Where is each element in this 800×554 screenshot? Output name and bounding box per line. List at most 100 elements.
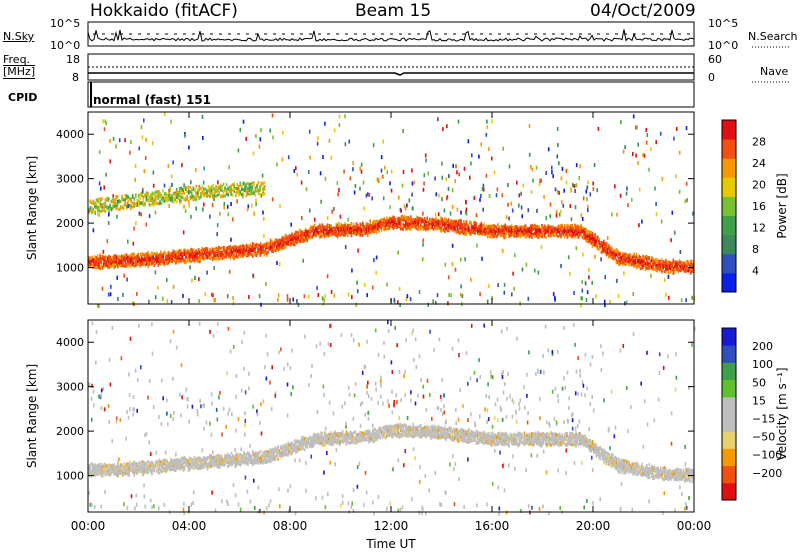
power-cell (380, 227, 383, 231)
power-cell (329, 232, 331, 236)
power-cell (420, 222, 422, 226)
power-cell (127, 260, 129, 264)
power-cell (229, 254, 231, 258)
power-cell (478, 232, 480, 236)
power-cell (359, 225, 361, 229)
power-cell (192, 248, 195, 252)
power-cell (490, 229, 493, 233)
power-cell (186, 248, 189, 252)
power-cell (446, 196, 448, 201)
power-cell (94, 259, 96, 263)
power-cell (336, 223, 339, 227)
power-cell (305, 230, 307, 234)
power-cell (374, 225, 377, 228)
power-cell (252, 273, 254, 278)
power-cell (277, 293, 280, 298)
power-cell (495, 234, 498, 238)
power-cell (315, 230, 317, 234)
power-cell (310, 235, 312, 239)
power-cell (261, 248, 263, 252)
power-cell (202, 256, 205, 260)
power-cell (197, 258, 200, 262)
power-cell (253, 252, 255, 256)
power-cell (680, 269, 682, 273)
power-cell (278, 246, 281, 250)
power-cell (664, 278, 666, 283)
power-cell (364, 224, 367, 228)
power-cell (253, 243, 255, 247)
power-cell (411, 192, 413, 197)
power-cell (488, 147, 490, 152)
power-cell (279, 238, 282, 242)
power-cell (481, 226, 484, 230)
power-cell (322, 155, 324, 159)
power-cell (393, 225, 396, 228)
power-cell (480, 227, 483, 230)
power-cell (240, 245, 243, 248)
power-cell (244, 246, 247, 249)
power-cell (331, 227, 334, 231)
power-cell (198, 277, 200, 282)
power-cell (196, 259, 199, 263)
power-cell (441, 219, 444, 223)
power-cell (157, 260, 159, 264)
power-cell (129, 150, 131, 155)
power-cell (632, 292, 634, 297)
power-cell (152, 170, 155, 175)
power-cell (337, 192, 339, 197)
power-cell (118, 261, 120, 264)
power-cell (196, 252, 199, 256)
power-cell (432, 299, 434, 304)
power-cell (213, 256, 215, 260)
power-cell (173, 255, 176, 259)
power-cell (230, 202, 232, 206)
power-cell (404, 227, 407, 231)
power-cell (228, 165, 230, 170)
power-cell (236, 199, 238, 204)
power-cell (199, 252, 201, 256)
power-cell (353, 222, 355, 226)
power-cell (501, 248, 504, 253)
power-cell (94, 201, 96, 205)
power-cell (518, 203, 520, 208)
power-cell (291, 241, 293, 245)
power-cell (141, 257, 143, 261)
power-cell (411, 218, 413, 222)
power-cell (205, 253, 207, 257)
power-cell (147, 258, 149, 262)
power-cell (182, 251, 185, 255)
power-cell (122, 262, 124, 266)
power-cell (450, 221, 452, 225)
power-cell (444, 221, 446, 225)
power-cell (416, 222, 418, 226)
power-cell (365, 224, 368, 228)
power-cell (141, 135, 144, 140)
power-cell (650, 273, 652, 278)
power-cell (99, 254, 101, 258)
power-cell (501, 193, 504, 198)
power-cell (329, 233, 331, 237)
power-cell (330, 155, 333, 160)
power-cell (476, 228, 479, 232)
power-cell (250, 244, 253, 248)
power-cell (176, 253, 178, 257)
power-cell (554, 187, 557, 192)
power-cell (422, 227, 425, 231)
power-cell (287, 240, 290, 244)
power-cell (262, 210, 264, 215)
power-cell (572, 183, 574, 187)
power-cell (332, 230, 335, 233)
power-cell (189, 253, 191, 257)
power-cell (483, 224, 485, 228)
power-cell (535, 165, 538, 170)
power-cell (464, 225, 466, 229)
power-cell (393, 220, 396, 224)
power-cell (100, 186, 102, 191)
power-cell (139, 259, 142, 263)
power-cell (483, 222, 485, 226)
power-cell (157, 263, 159, 267)
power-cell (292, 297, 294, 302)
power-cell (356, 230, 359, 233)
power-echo-cells (88, 112, 695, 308)
power-cell (386, 282, 388, 287)
